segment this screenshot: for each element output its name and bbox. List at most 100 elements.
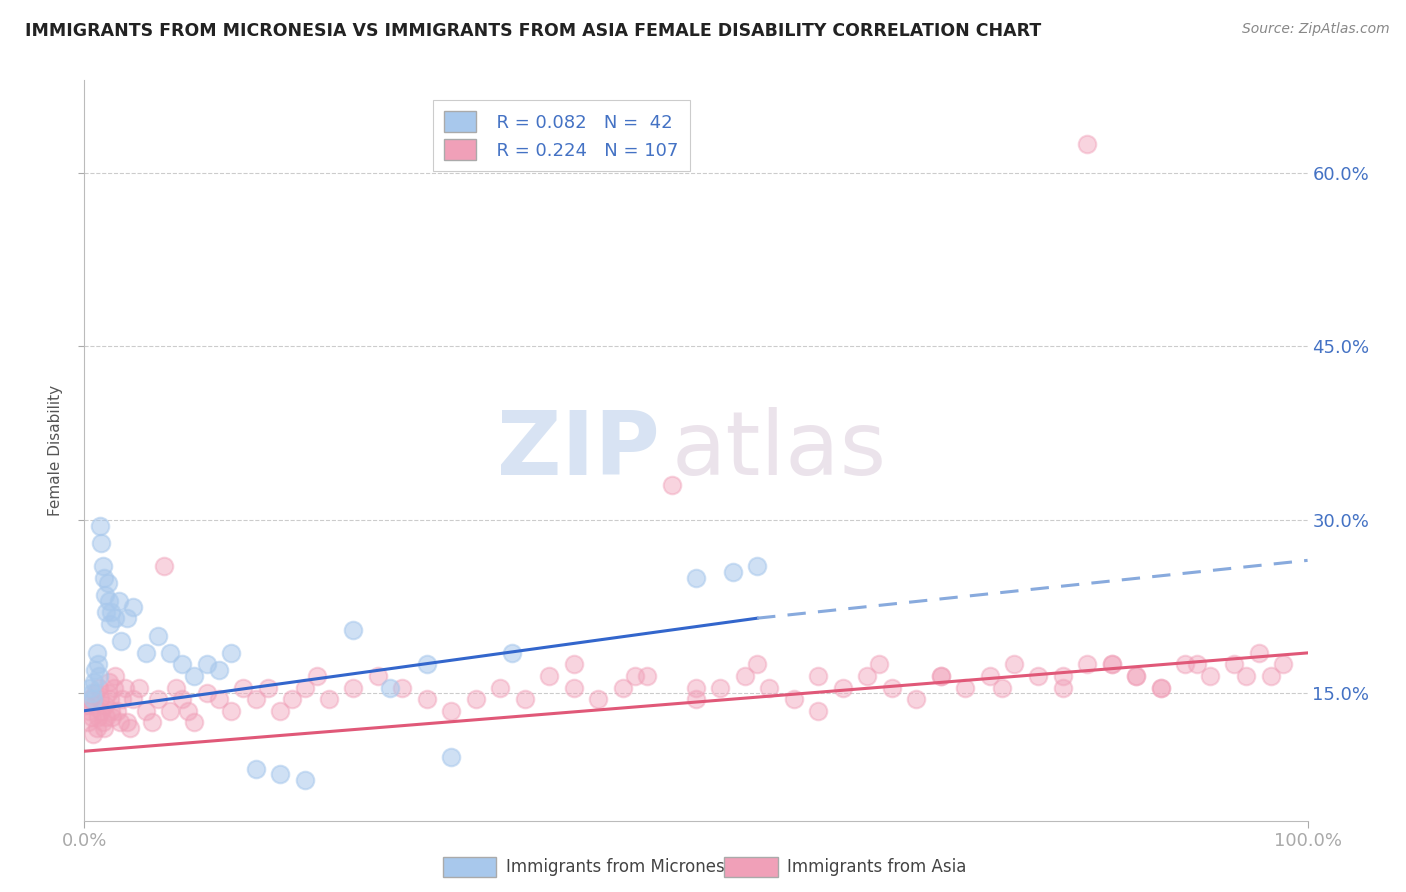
Point — [661, 478, 683, 492]
Point — [87, 669, 110, 683]
Point — [80, 686, 103, 700]
Point — [953, 681, 976, 695]
Point — [94, 588, 117, 602]
Text: Immigrants from Micronesia: Immigrants from Micronesia — [506, 858, 740, 876]
Point — [513, 692, 536, 706]
Point — [97, 686, 120, 700]
Point — [87, 709, 110, 723]
Legend:   R = 0.082   N =  42,   R = 0.224   N = 107: R = 0.082 N = 42, R = 0.224 N = 107 — [433, 101, 690, 171]
Point — [1125, 669, 1147, 683]
Point — [440, 704, 463, 718]
Point — [807, 669, 830, 683]
Point — [269, 767, 291, 781]
Point — [84, 663, 107, 677]
Text: IMMIGRANTS FROM MICRONESIA VS IMMIGRANTS FROM ASIA FEMALE DISABILITY CORRELATION: IMMIGRANTS FROM MICRONESIA VS IMMIGRANTS… — [25, 22, 1042, 40]
Point — [440, 750, 463, 764]
Point — [991, 681, 1014, 695]
Point — [1174, 657, 1197, 672]
Point — [90, 536, 112, 550]
Point — [721, 565, 744, 579]
Point — [979, 669, 1001, 683]
Point — [1125, 669, 1147, 683]
Point — [110, 634, 132, 648]
Point — [172, 657, 194, 672]
Point — [318, 692, 340, 706]
Point — [87, 681, 110, 695]
Point — [245, 692, 267, 706]
Point — [97, 576, 120, 591]
Point — [89, 692, 111, 706]
Point — [1272, 657, 1295, 672]
Point — [269, 704, 291, 718]
Point — [929, 669, 952, 683]
Point — [807, 704, 830, 718]
Point — [146, 628, 169, 642]
Point — [685, 571, 707, 585]
Point — [100, 606, 122, 620]
Point — [1236, 669, 1258, 683]
Point — [83, 698, 105, 712]
Point — [489, 681, 512, 695]
Point — [562, 657, 585, 672]
Point — [87, 657, 110, 672]
Point — [146, 692, 169, 706]
Point — [135, 704, 157, 718]
Point — [96, 709, 118, 723]
Point — [612, 681, 634, 695]
Text: Source: ZipAtlas.com: Source: ZipAtlas.com — [1241, 22, 1389, 37]
Point — [305, 669, 328, 683]
Point — [98, 692, 121, 706]
Point — [128, 681, 150, 695]
Point — [93, 721, 115, 735]
Point — [219, 646, 242, 660]
Point — [135, 646, 157, 660]
Point — [97, 674, 120, 689]
Point — [118, 721, 141, 735]
Point — [734, 669, 756, 683]
Point — [1101, 657, 1123, 672]
Point — [1028, 669, 1050, 683]
Point — [219, 704, 242, 718]
Point — [502, 646, 524, 660]
Point — [103, 681, 125, 695]
Point — [183, 669, 205, 683]
Point — [208, 663, 231, 677]
Point — [108, 715, 131, 730]
Point — [96, 606, 118, 620]
Point — [685, 681, 707, 695]
Point — [94, 698, 117, 712]
Point — [77, 715, 100, 730]
Point — [82, 727, 104, 741]
Point — [1052, 669, 1074, 683]
Point — [195, 657, 218, 672]
Point — [91, 715, 114, 730]
Point — [586, 692, 609, 706]
Point — [104, 669, 127, 683]
Point — [869, 657, 891, 672]
Y-axis label: Female Disability: Female Disability — [48, 384, 63, 516]
Point — [1150, 681, 1173, 695]
Point — [1187, 657, 1209, 672]
Point — [624, 669, 647, 683]
Point — [122, 692, 145, 706]
Point — [416, 657, 439, 672]
Point — [90, 704, 112, 718]
Point — [636, 669, 658, 683]
Point — [342, 623, 364, 637]
Point — [111, 692, 134, 706]
Point — [281, 692, 304, 706]
Point — [1076, 657, 1098, 672]
Point — [100, 704, 122, 718]
Point — [747, 657, 769, 672]
Point — [115, 611, 138, 625]
Point — [367, 669, 389, 683]
Point — [91, 559, 114, 574]
Point — [93, 571, 115, 585]
Point — [758, 681, 780, 695]
Point — [172, 692, 194, 706]
Point — [464, 692, 486, 706]
Point — [76, 698, 98, 712]
Point — [1198, 669, 1220, 683]
Point — [747, 559, 769, 574]
Point — [1002, 657, 1025, 672]
